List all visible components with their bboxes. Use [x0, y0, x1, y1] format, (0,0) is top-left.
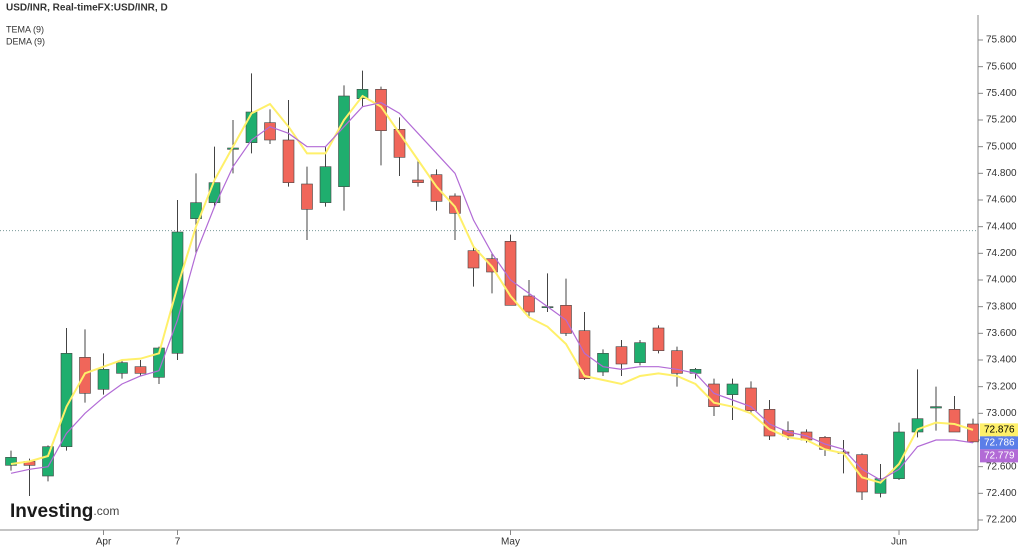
price-label: 72.779: [984, 451, 1015, 462]
y-tick-label: 74.800: [986, 168, 1017, 179]
candle-body: [245, 111, 258, 143]
x-tick-label: 7: [175, 537, 181, 548]
chart-title: USD/INR, Real-timeFX:USD/INR, D: [6, 3, 168, 14]
y-tick-label: 74.200: [986, 248, 1017, 259]
candle-body: [504, 241, 517, 306]
x-tick-label: Apr: [96, 537, 112, 548]
candle-body: [97, 369, 110, 390]
y-tick-label: 74.000: [986, 275, 1017, 286]
candle-body: [60, 353, 73, 447]
y-tick-label: 72.400: [986, 488, 1017, 499]
x-tick-label: May: [501, 537, 520, 548]
candle-body: [153, 347, 165, 378]
price-label-box: [980, 436, 1018, 450]
indicator-line: [10, 94, 974, 484]
candle-body: [745, 387, 757, 411]
indicator-line: [10, 102, 974, 481]
candle-body: [615, 346, 628, 365]
y-tick-label: 75.200: [986, 115, 1017, 126]
price-label-box: [980, 449, 1018, 463]
y-tick-label: 73.600: [986, 328, 1017, 339]
candle-body: [356, 89, 369, 99]
candle-body: [634, 342, 646, 363]
candle-body: [671, 350, 683, 374]
y-tick-label: 75.800: [986, 35, 1017, 46]
legend-entry: DEMA (9): [6, 36, 45, 46]
candle-body: [171, 231, 184, 354]
candle-body: [393, 129, 406, 158]
candle-body: [134, 366, 147, 374]
candle-body: [874, 478, 887, 494]
candle-body: [763, 409, 776, 437]
candle-body: [597, 353, 609, 373]
candle-body: [338, 95, 350, 187]
candle-body: [948, 409, 961, 433]
y-tick-label: 72.200: [986, 515, 1017, 526]
candle-body: [116, 362, 128, 374]
candle-body: [375, 89, 387, 131]
candle-body: [412, 179, 424, 183]
candle-body: [301, 183, 313, 210]
candle-body: [578, 330, 591, 379]
y-tick-label: 73.200: [986, 381, 1017, 392]
y-tick-label: 74.600: [986, 195, 1017, 206]
price-label: 72.786: [984, 438, 1015, 449]
candle-body: [967, 423, 979, 443]
candle-body: [449, 195, 461, 214]
y-tick-label: 73.800: [986, 301, 1017, 312]
logo: Investing.com: [10, 501, 119, 522]
candle-body: [264, 122, 276, 141]
candle-body: [726, 383, 739, 395]
y-tick-label: 75.000: [986, 141, 1017, 152]
price-label: 72.876: [984, 425, 1015, 436]
candle-body: [42, 446, 54, 477]
y-tick-label: 75.600: [986, 61, 1017, 72]
candle-body: [930, 406, 942, 409]
y-tick-label: 73.400: [986, 355, 1017, 366]
y-tick-label: 72.600: [986, 461, 1017, 472]
candle-body: [5, 457, 17, 466]
candle-body: [523, 295, 535, 313]
candle-body: [911, 418, 924, 433]
logo-suffix: .com: [93, 504, 119, 518]
candle-body: [467, 250, 480, 269]
candle-body: [319, 166, 332, 203]
y-tick-label: 75.400: [986, 88, 1017, 99]
candle-body: [282, 139, 295, 183]
x-tick-label: Jun: [891, 537, 907, 548]
candle-body: [652, 327, 665, 351]
legend-entry: TEMA (9): [6, 24, 44, 34]
logo-main: Investing: [10, 501, 93, 522]
y-tick-label: 74.400: [986, 221, 1017, 232]
price-label-box: [980, 423, 1018, 437]
y-tick-label: 73.000: [986, 408, 1017, 419]
candle-body: [856, 454, 868, 493]
